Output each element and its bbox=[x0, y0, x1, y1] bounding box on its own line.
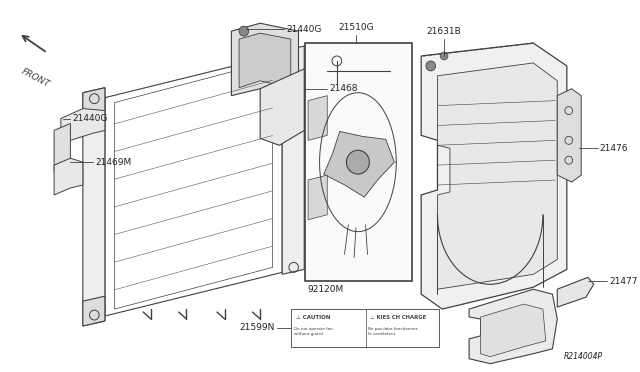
Text: 21510G: 21510G bbox=[338, 23, 374, 32]
Circle shape bbox=[239, 26, 249, 36]
Text: 21631B: 21631B bbox=[427, 27, 461, 36]
Polygon shape bbox=[239, 33, 291, 88]
Text: Do not operate fan
without guard: Do not operate fan without guard bbox=[294, 327, 332, 336]
Polygon shape bbox=[83, 296, 105, 326]
Polygon shape bbox=[232, 23, 298, 96]
Polygon shape bbox=[61, 109, 105, 140]
Text: 21468: 21468 bbox=[329, 84, 358, 93]
Circle shape bbox=[346, 150, 369, 174]
Polygon shape bbox=[54, 158, 83, 195]
Text: 21440G: 21440G bbox=[286, 25, 321, 34]
Text: 21476: 21476 bbox=[600, 144, 628, 153]
Text: ⚠ CAUTION: ⚠ CAUTION bbox=[296, 315, 330, 320]
Text: 21469M: 21469M bbox=[95, 158, 132, 167]
Text: 92120M: 92120M bbox=[307, 285, 344, 294]
Polygon shape bbox=[481, 304, 546, 357]
Polygon shape bbox=[557, 277, 594, 307]
Polygon shape bbox=[282, 46, 304, 274]
Polygon shape bbox=[260, 69, 304, 145]
Polygon shape bbox=[54, 124, 70, 172]
Text: 21599N: 21599N bbox=[239, 323, 275, 333]
Circle shape bbox=[426, 61, 436, 71]
Polygon shape bbox=[421, 43, 567, 309]
Polygon shape bbox=[557, 89, 581, 182]
Polygon shape bbox=[469, 289, 557, 364]
Polygon shape bbox=[308, 96, 327, 140]
Polygon shape bbox=[83, 88, 105, 326]
Text: FRONT: FRONT bbox=[20, 67, 52, 89]
Polygon shape bbox=[83, 88, 105, 113]
Polygon shape bbox=[324, 131, 394, 197]
Text: ⚠ KIES CH CHARGE: ⚠ KIES CH CHARGE bbox=[371, 315, 427, 320]
Polygon shape bbox=[308, 175, 327, 220]
Polygon shape bbox=[291, 309, 440, 347]
Text: Ne pas faire fonctionner
le ventilateur: Ne pas faire fonctionner le ventilateur bbox=[369, 327, 418, 336]
Polygon shape bbox=[305, 43, 412, 281]
Text: 21477: 21477 bbox=[609, 277, 637, 286]
Text: R214004P: R214004P bbox=[564, 352, 604, 361]
Circle shape bbox=[440, 52, 448, 60]
Text: 21440G: 21440G bbox=[72, 114, 108, 123]
Polygon shape bbox=[438, 63, 557, 289]
